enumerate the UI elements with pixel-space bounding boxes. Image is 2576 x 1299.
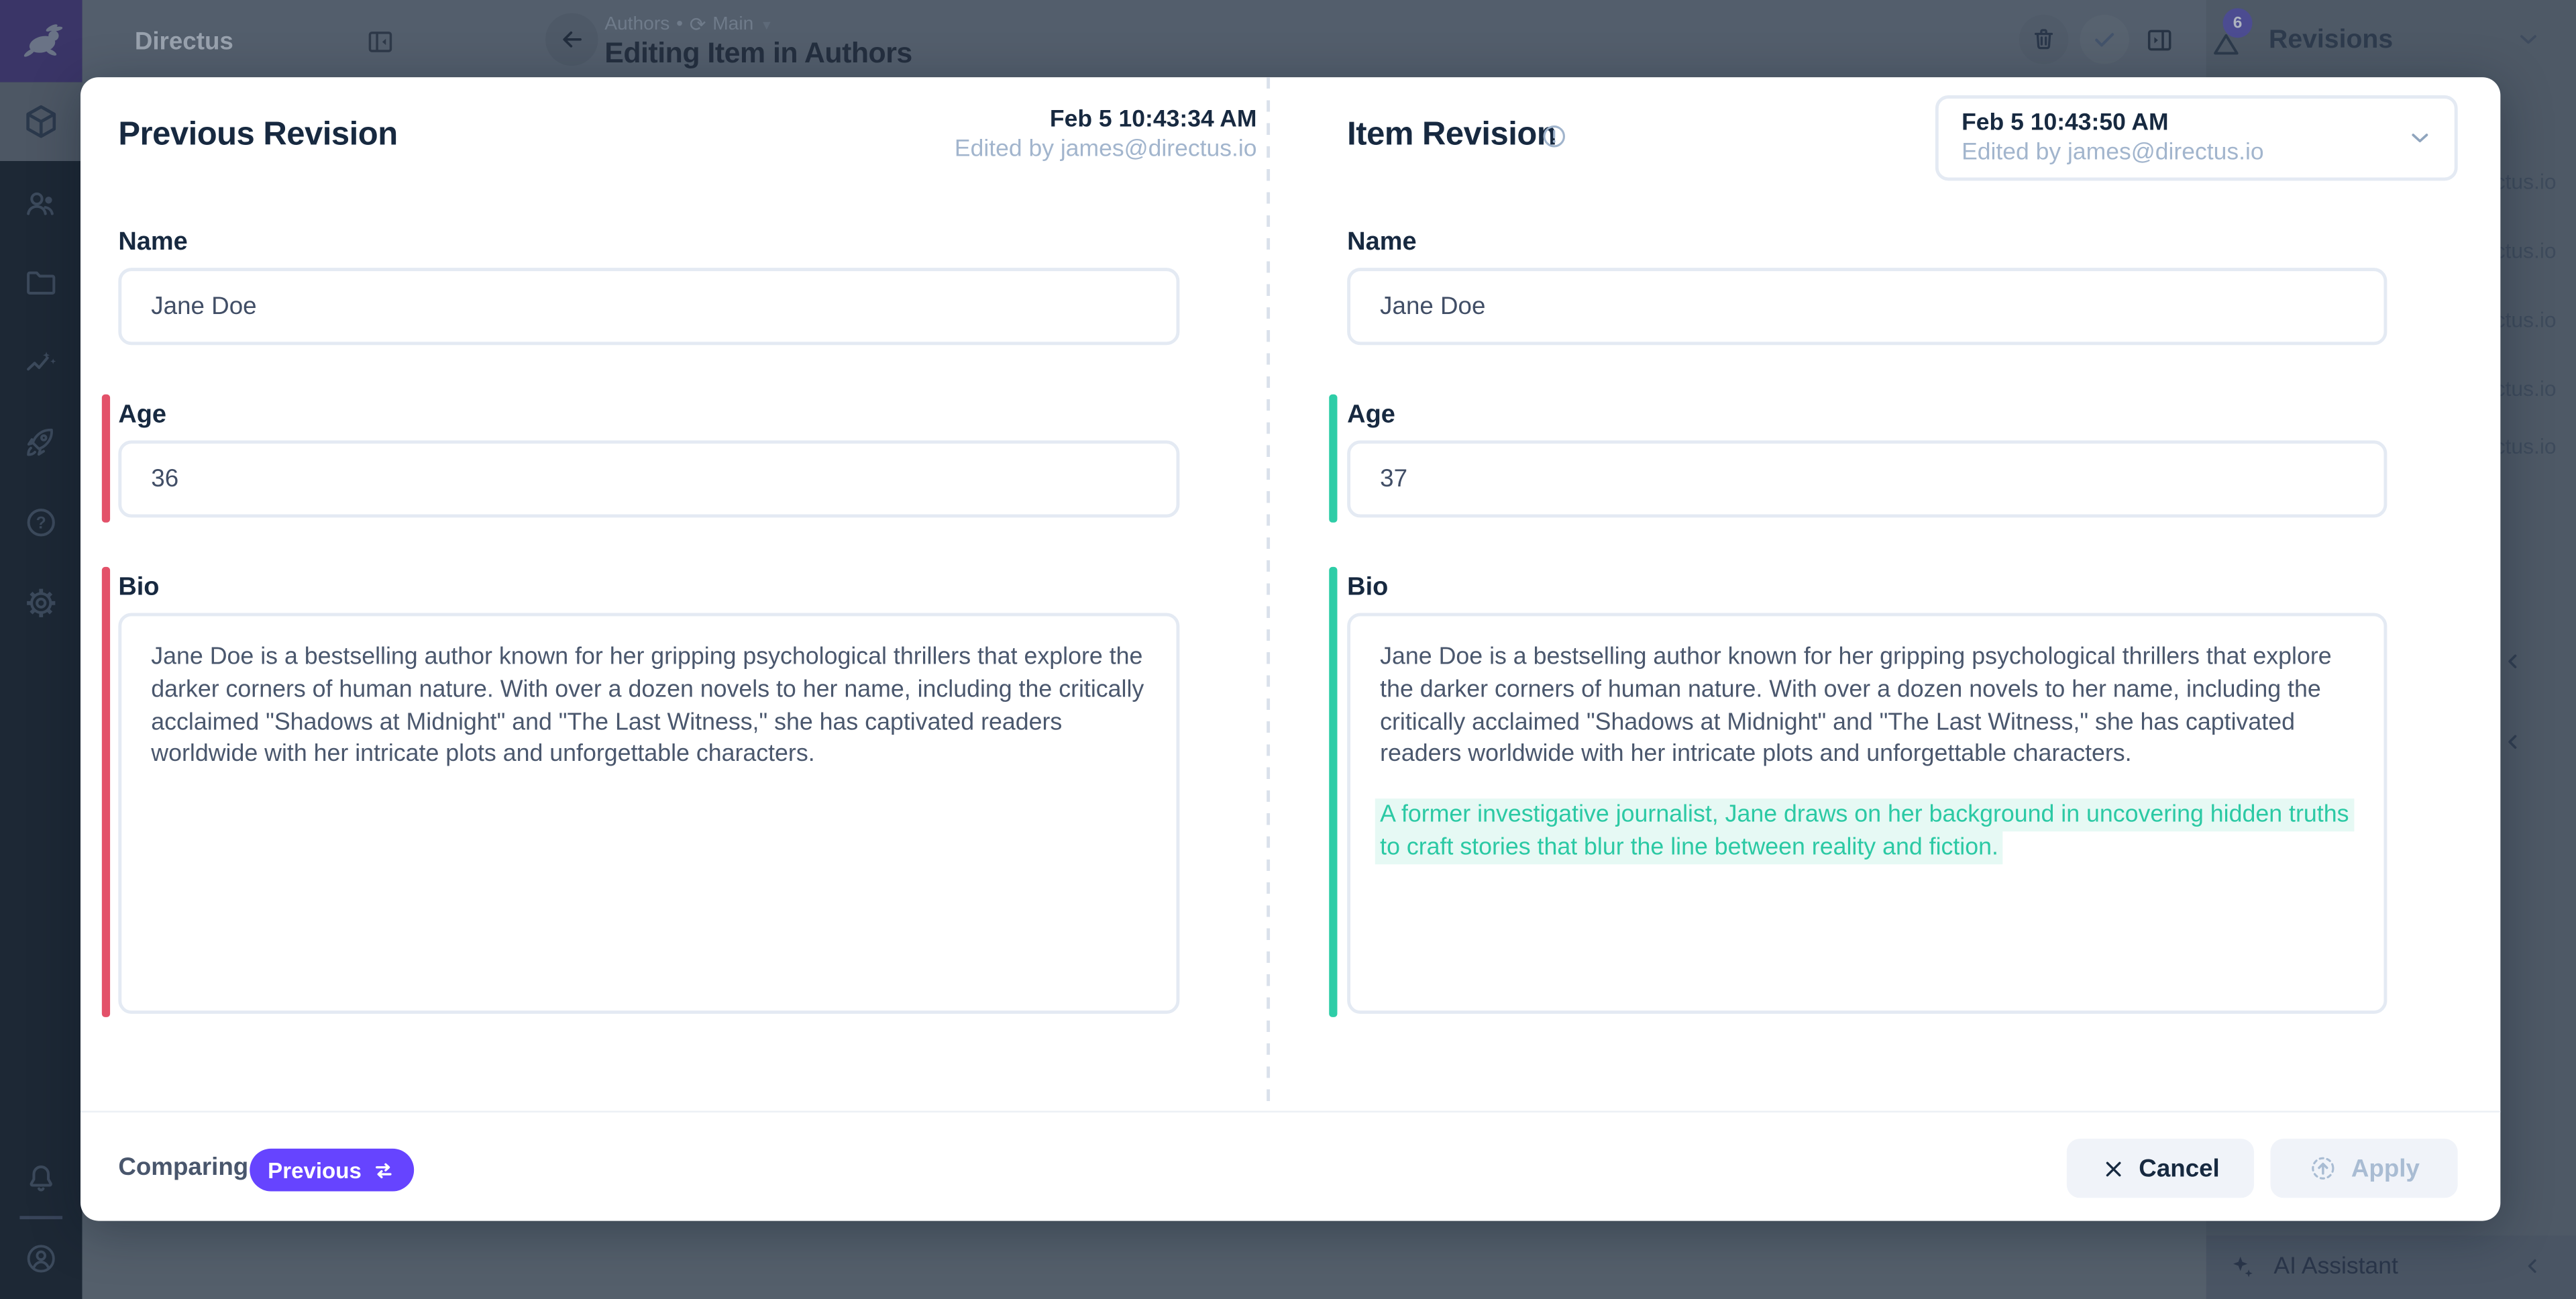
module-bar-divider <box>19 1216 63 1218</box>
info-icon <box>1538 120 1570 153</box>
bell-icon <box>30 1165 52 1192</box>
item-revision-title: Item Revision <box>1347 116 1557 153</box>
previous-bio-textarea: Jane Doe is a bestselling author known f… <box>118 613 1180 1015</box>
toggle-sidebar-button[interactable] <box>2142 23 2175 56</box>
content-module-icon <box>26 105 56 138</box>
breadcrumb-separator: • <box>676 15 683 35</box>
revisions-title: Revisions <box>2269 26 2394 54</box>
collapse-nav-button[interactable] <box>363 25 396 58</box>
close-icon <box>2106 1161 2121 1176</box>
apply-label: Apply <box>2351 1154 2420 1183</box>
previous-age-value: 36 <box>151 465 179 493</box>
compare-target-label: Previous <box>268 1157 362 1183</box>
version-icon: ⟳ <box>689 13 706 36</box>
ai-chevron-left-icon <box>2518 1252 2544 1278</box>
svg-text:?: ? <box>36 515 46 533</box>
help-icon: ? <box>27 509 55 537</box>
insights-icon <box>27 352 56 371</box>
expand-sidebar-icon <box>2147 29 2171 50</box>
ai-assistant-label: AI Assistant <box>2273 1253 2398 1280</box>
revisions-count-badge: 6 <box>2222 8 2253 38</box>
previous-name-label: Name <box>118 228 188 257</box>
previous-edited-by: Edited by james@directus.io <box>954 136 1257 163</box>
previous-bio-value: Jane Doe is a bestselling author known f… <box>151 644 1144 768</box>
current-age-value: 37 <box>1380 465 1408 493</box>
module-users[interactable] <box>23 186 59 222</box>
revisions-icon <box>2214 34 2239 55</box>
selected-revision-edited-by: Edited by james@directus.io <box>1962 140 2264 166</box>
current-bio-label: Bio <box>1347 573 1389 602</box>
rocket-icon <box>27 428 53 456</box>
current-bio-textarea: Jane Doe is a bestselling author known f… <box>1347 613 2387 1015</box>
delete-item-button[interactable] <box>2019 15 2069 64</box>
previous-age-change-marker <box>101 394 109 523</box>
module-insights[interactable] <box>23 345 59 381</box>
project-name: Directus <box>134 28 233 56</box>
breadcrumb[interactable]: Authors • ⟳ Main ▼ <box>604 13 773 36</box>
apply-icon <box>2312 1157 2334 1180</box>
previous-name-value: Jane Doe <box>151 292 257 321</box>
trash-icon <box>2034 29 2053 50</box>
collapse-sidebar-icon <box>368 30 391 52</box>
chevron-left-icon <box>2499 728 2525 754</box>
current-bio-value: Jane Doe is a bestselling author known f… <box>1380 644 2332 768</box>
previous-revision-title: Previous Revision <box>118 116 398 153</box>
revisions-accordion[interactable] <box>2208 26 2244 62</box>
caret-down-icon: ▼ <box>760 17 773 32</box>
current-age-label: Age <box>1347 401 1395 429</box>
module-content[interactable] <box>0 82 83 162</box>
check-icon <box>2095 33 2114 47</box>
arrow-left-icon <box>563 31 582 48</box>
save-item-button[interactable] <box>2080 15 2129 64</box>
current-name-value: Jane Doe <box>1380 292 1486 321</box>
module-help[interactable]: ? <box>23 505 59 541</box>
page-title: Editing Item in Authors <box>604 36 912 69</box>
module-rocket[interactable] <box>23 424 59 460</box>
gear-icon <box>27 588 56 617</box>
rabbit-logo-icon <box>23 24 63 57</box>
directus-logo[interactable] <box>0 0 83 83</box>
chevron-left-icon <box>2499 647 2525 674</box>
back-button[interactable] <box>545 13 598 66</box>
selected-revision-timestamp: Feb 5 10:43:50 AM <box>1962 110 2169 137</box>
cancel-label: Cancel <box>2139 1154 2220 1183</box>
current-bio-change-marker <box>1329 566 1337 1017</box>
module-files[interactable] <box>23 264 59 301</box>
previous-name-input: Jane Doe <box>118 268 1180 346</box>
module-settings[interactable] <box>23 585 59 621</box>
breadcrumb-version[interactable]: Main <box>712 15 754 35</box>
previous-timestamp: Feb 5 10:43:34 AM <box>1049 107 1257 134</box>
app-header <box>82 0 2206 83</box>
chevron-down-icon <box>2520 35 2536 44</box>
previous-bio-label: Bio <box>118 573 160 602</box>
breadcrumb-collection[interactable]: Authors <box>604 15 670 35</box>
folder-icon <box>27 271 56 295</box>
user-circle-icon <box>27 1245 55 1273</box>
previous-revision-meta: Feb 5 10:43:34 AM Edited by james@direct… <box>657 105 1257 164</box>
users-icon <box>27 192 54 215</box>
current-bio-added-text: A former investigative journalist, Jane … <box>1375 798 2354 866</box>
cancel-button[interactable]: Cancel <box>2066 1139 2255 1198</box>
footer-divider <box>80 1110 2501 1112</box>
current-name-input: Jane Doe <box>1347 268 2387 346</box>
panel-divider <box>1267 77 1271 1111</box>
select-chevron-down-icon[interactable] <box>2404 121 2436 154</box>
previous-age-input: 36 <box>118 440 1180 518</box>
swap-icon <box>376 1162 392 1178</box>
previous-bio-change-marker <box>101 566 109 1017</box>
current-name-label: Name <box>1347 228 1417 257</box>
revision-select[interactable]: Feb 5 10:43:50 AM Edited by james@direct… <box>1935 95 2458 181</box>
compare-target-button[interactable]: Previous <box>250 1148 415 1192</box>
sparkle-icon <box>2224 1251 2257 1284</box>
notifications-button[interactable] <box>23 1160 59 1196</box>
current-age-input: 37 <box>1347 440 2387 518</box>
module-bar: ? <box>0 0 83 1299</box>
revisions-chevron[interactable] <box>2512 23 2544 56</box>
ai-assistant-bar[interactable] <box>2206 1235 2576 1299</box>
previous-age-label: Age <box>118 401 167 429</box>
current-age-change-marker <box>1329 394 1337 523</box>
user-menu-button[interactable] <box>23 1241 59 1277</box>
apply-button[interactable]: Apply <box>2270 1139 2458 1198</box>
